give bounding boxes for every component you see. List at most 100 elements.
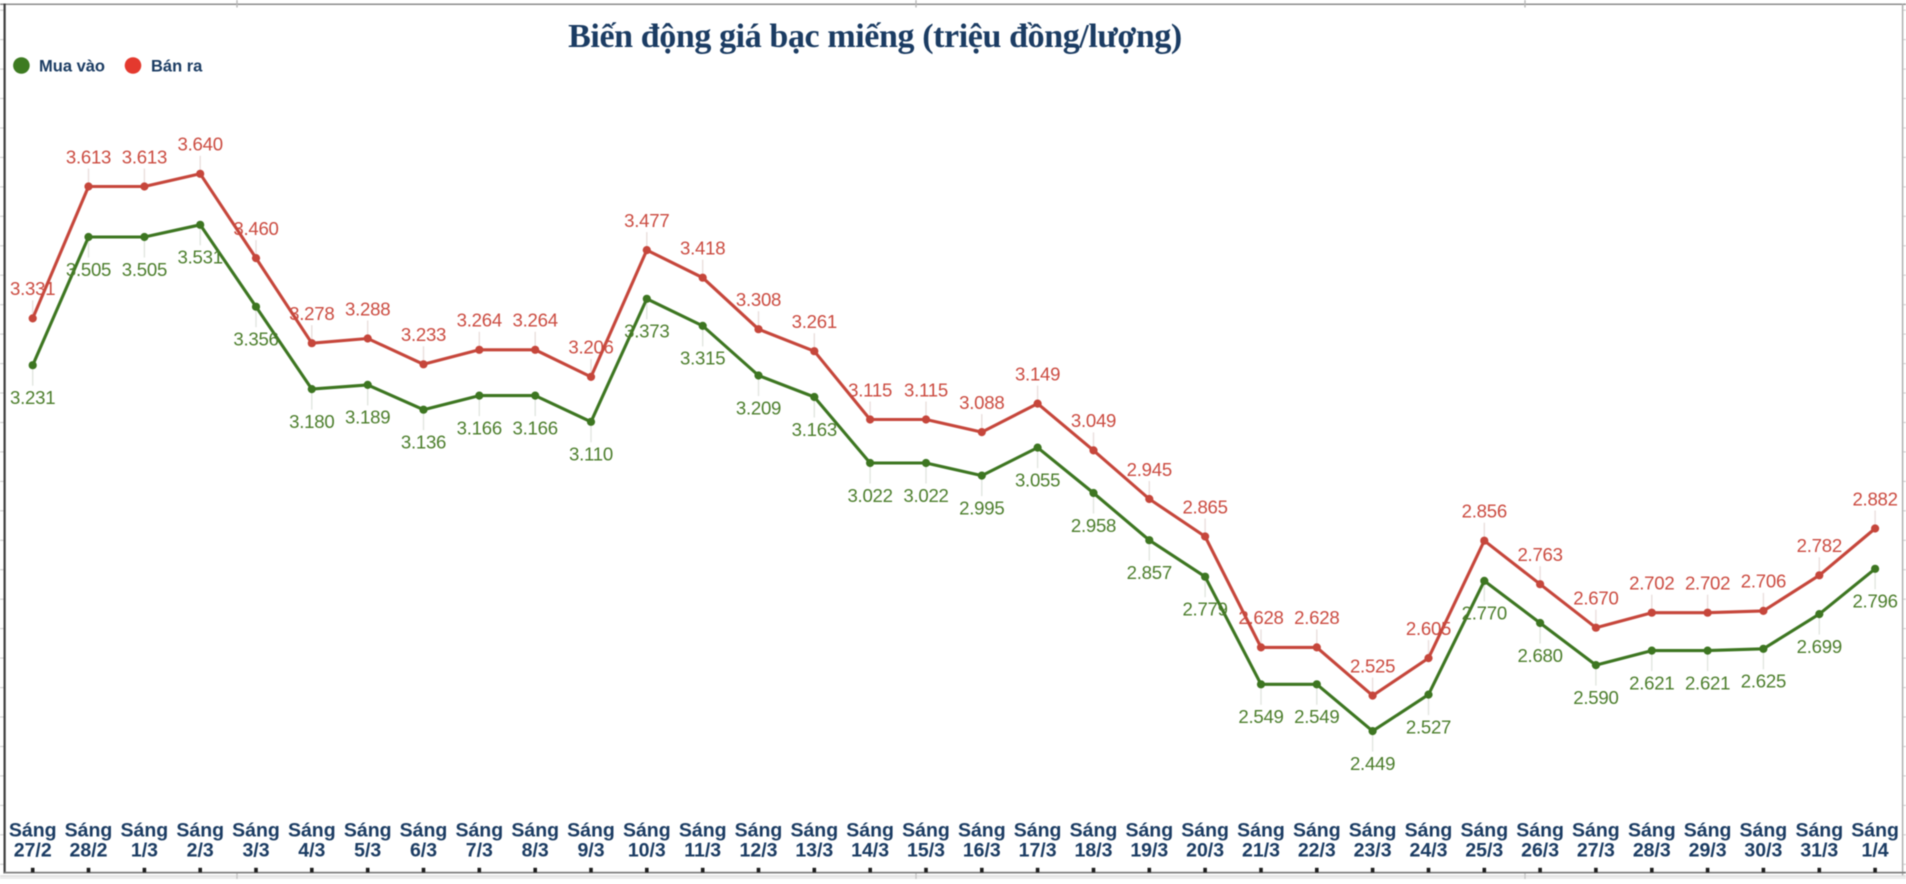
svg-text:Sáng: Sáng (1070, 820, 1118, 842)
svg-text:2.605: 2.605 (1406, 618, 1451, 639)
svg-text:3.264: 3.264 (513, 310, 558, 331)
svg-text:3.206: 3.206 (568, 337, 613, 358)
svg-text:3.055: 3.055 (1015, 469, 1060, 490)
svg-text:3.115: 3.115 (904, 379, 948, 400)
svg-text:3.022: 3.022 (847, 485, 892, 506)
svg-text:28/2: 28/2 (70, 840, 108, 862)
svg-text:Sáng: Sáng (735, 820, 783, 842)
svg-text:6/3: 6/3 (410, 840, 437, 862)
svg-text:29/3: 29/3 (1689, 840, 1727, 862)
svg-text:2.945: 2.945 (1127, 459, 1172, 480)
svg-text:Sáng: Sáng (1516, 820, 1564, 842)
svg-text:2.680: 2.680 (1517, 645, 1562, 666)
svg-text:3.278: 3.278 (289, 303, 334, 324)
svg-text:Sáng: Sáng (9, 820, 57, 842)
svg-text:15/3: 15/3 (907, 840, 945, 862)
svg-text:3.331: 3.331 (10, 278, 55, 299)
svg-text:3.022: 3.022 (903, 485, 948, 506)
svg-text:Sáng: Sáng (1014, 820, 1062, 842)
svg-text:2.699: 2.699 (1797, 636, 1842, 657)
svg-text:Sáng: Sáng (1405, 820, 1453, 842)
svg-text:13/3: 13/3 (795, 840, 833, 862)
svg-text:3.209: 3.209 (736, 397, 781, 418)
svg-text:3.460: 3.460 (233, 218, 278, 239)
svg-text:Sáng: Sáng (1684, 820, 1732, 842)
svg-text:Sáng: Sáng (344, 820, 392, 842)
svg-text:2.782: 2.782 (1797, 535, 1842, 556)
svg-text:2.527: 2.527 (1406, 716, 1451, 737)
svg-text:2.525: 2.525 (1350, 655, 1395, 676)
svg-text:3.233: 3.233 (401, 324, 446, 345)
svg-text:22/3: 22/3 (1298, 840, 1336, 862)
svg-text:3.613: 3.613 (66, 146, 111, 167)
svg-text:Sáng: Sáng (567, 820, 615, 842)
svg-text:2.958: 2.958 (1071, 515, 1116, 536)
svg-text:3.373: 3.373 (624, 321, 669, 342)
svg-text:2.590: 2.590 (1573, 687, 1618, 708)
svg-text:2.625: 2.625 (1741, 671, 1786, 692)
svg-text:8/3: 8/3 (522, 840, 549, 862)
svg-text:3/3: 3/3 (242, 840, 269, 862)
svg-text:3.477: 3.477 (624, 210, 669, 231)
svg-text:Sáng: Sáng (232, 820, 280, 842)
svg-text:3.315: 3.315 (680, 348, 725, 369)
svg-text:25/3: 25/3 (1465, 840, 1503, 862)
svg-text:Sáng: Sáng (65, 820, 113, 842)
svg-text:3.308: 3.308 (736, 289, 781, 310)
svg-text:3.166: 3.166 (513, 417, 558, 438)
svg-text:3.189: 3.189 (345, 407, 390, 428)
svg-text:Sáng: Sáng (790, 820, 838, 842)
svg-text:Bán ra: Bán ra (151, 58, 203, 76)
svg-text:2.549: 2.549 (1294, 706, 1339, 727)
svg-text:5/3: 5/3 (354, 840, 381, 862)
svg-text:2.770: 2.770 (1462, 603, 1507, 624)
svg-text:Sáng: Sáng (511, 820, 559, 842)
svg-text:Sáng: Sáng (176, 820, 224, 842)
svg-text:2.763: 2.763 (1517, 544, 1562, 565)
svg-text:4/3: 4/3 (298, 840, 325, 862)
svg-text:3.288: 3.288 (345, 298, 390, 319)
svg-text:1/3: 1/3 (131, 840, 158, 862)
svg-text:24/3: 24/3 (1410, 840, 1448, 862)
svg-text:2.882: 2.882 (1852, 488, 1897, 509)
svg-text:Sáng: Sáng (623, 820, 671, 842)
svg-text:2.449: 2.449 (1350, 753, 1395, 774)
svg-text:3.356: 3.356 (233, 329, 278, 350)
svg-text:Sáng: Sáng (902, 820, 950, 842)
svg-text:2.628: 2.628 (1294, 607, 1339, 628)
svg-text:2.779: 2.779 (1182, 599, 1227, 620)
svg-text:20/3: 20/3 (1186, 840, 1224, 862)
svg-text:Sáng: Sáng (1181, 820, 1229, 842)
svg-text:3.418: 3.418 (680, 238, 725, 259)
svg-text:3.531: 3.531 (178, 247, 223, 268)
svg-text:Sáng: Sáng (288, 820, 336, 842)
svg-text:27/3: 27/3 (1577, 840, 1615, 862)
svg-text:2.702: 2.702 (1629, 573, 1674, 594)
svg-text:Sáng: Sáng (121, 820, 169, 842)
svg-text:26/3: 26/3 (1521, 840, 1559, 862)
svg-text:Sáng: Sáng (1349, 820, 1397, 842)
svg-text:30/3: 30/3 (1744, 840, 1782, 862)
svg-text:3.505: 3.505 (66, 259, 111, 280)
svg-text:17/3: 17/3 (1019, 840, 1057, 862)
svg-text:19/3: 19/3 (1130, 840, 1168, 862)
svg-text:3.049: 3.049 (1071, 410, 1116, 431)
svg-text:3.231: 3.231 (10, 387, 55, 408)
svg-text:16/3: 16/3 (963, 840, 1001, 862)
svg-text:3.166: 3.166 (457, 417, 502, 438)
svg-text:Sáng: Sáng (1293, 820, 1341, 842)
svg-text:2.621: 2.621 (1685, 672, 1730, 693)
svg-text:Sáng: Sáng (1628, 820, 1676, 842)
svg-text:3.149: 3.149 (1015, 363, 1060, 384)
svg-text:Sáng: Sáng (1572, 820, 1620, 842)
svg-text:3.264: 3.264 (457, 310, 502, 331)
svg-text:3.115: 3.115 (848, 379, 892, 400)
svg-text:2/3: 2/3 (187, 840, 214, 862)
svg-text:1/4: 1/4 (1862, 840, 1889, 862)
svg-text:10/3: 10/3 (628, 840, 666, 862)
svg-text:18/3: 18/3 (1075, 840, 1113, 862)
svg-text:31/3: 31/3 (1800, 840, 1838, 862)
svg-text:Sáng: Sáng (1125, 820, 1173, 842)
svg-text:3.261: 3.261 (792, 311, 837, 332)
svg-text:14/3: 14/3 (851, 840, 889, 862)
